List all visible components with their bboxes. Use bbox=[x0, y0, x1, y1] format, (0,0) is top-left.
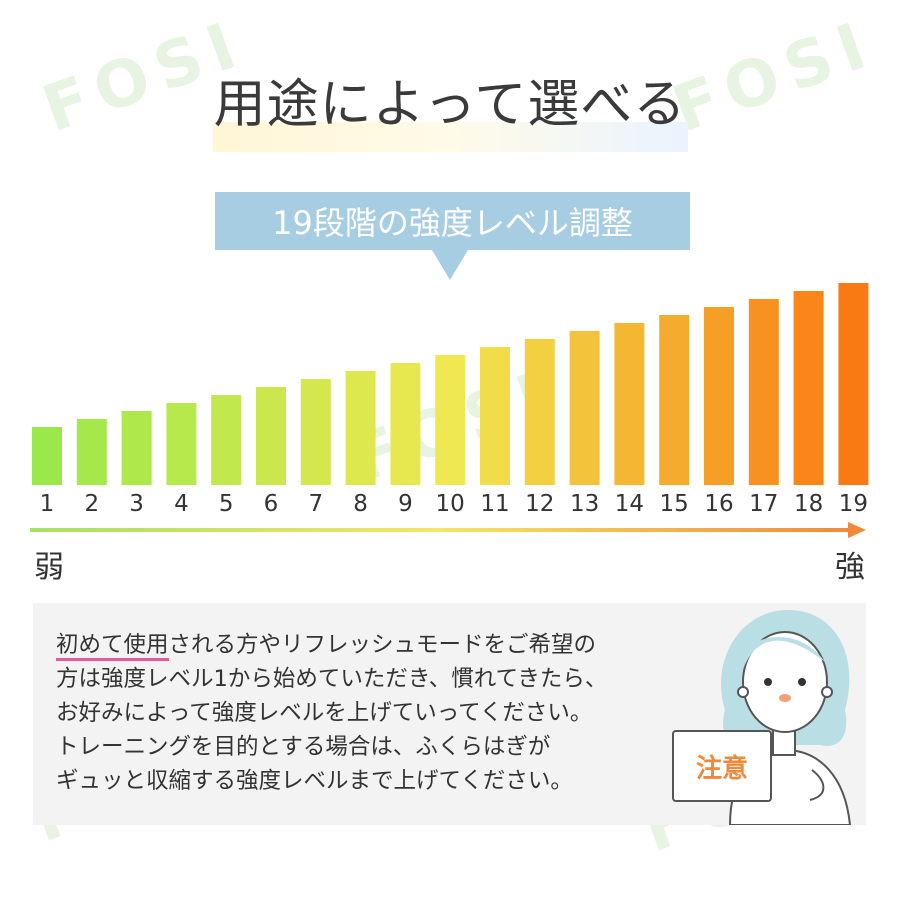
tick-label: 7 bbox=[308, 491, 323, 517]
bar-level-3 bbox=[121, 411, 152, 485]
bar-level-19 bbox=[838, 283, 869, 485]
tick-label: 6 bbox=[264, 491, 279, 517]
page-title: 用途によって選べる bbox=[213, 75, 687, 135]
bar-level-16 bbox=[704, 307, 734, 485]
note-line: 方は強度レベル1から始めていただき、慣れてきたら、 bbox=[56, 666, 608, 692]
note-line: ギュッと収縮する強度レベルまで上げてください。 bbox=[56, 768, 573, 794]
bar-level-4 bbox=[166, 403, 197, 485]
tick-label: 19 bbox=[839, 491, 868, 517]
tick-label: 8 bbox=[353, 491, 368, 517]
tick-label: 5 bbox=[219, 491, 234, 517]
bar-level-5 bbox=[211, 395, 242, 485]
note-highlight: 初めて使用 bbox=[56, 632, 169, 661]
tick-label: 15 bbox=[660, 491, 689, 517]
bar-level-14 bbox=[614, 323, 645, 485]
tick-label: 4 bbox=[174, 491, 189, 517]
tick-label: 10 bbox=[436, 491, 465, 517]
note-line: 初めて使用される方やリフレッシュモードをご希望の bbox=[56, 628, 716, 662]
tick-label: 2 bbox=[84, 491, 99, 517]
bar-level-6 bbox=[256, 387, 286, 485]
caution-sign: 注意 bbox=[672, 730, 772, 802]
heading-underline bbox=[213, 122, 688, 152]
callout-tail bbox=[432, 250, 468, 280]
caution-note-text: 初めて使用される方やリフレッシュモードをご希望の 方は強度レベル1から始めていた… bbox=[56, 628, 716, 798]
strong-label: 強 bbox=[835, 550, 865, 585]
note-line-rest: される方やリフレッシュモードをご希望の bbox=[168, 632, 597, 658]
note-line: お好みによって強度レベルを上げていってください。 bbox=[56, 700, 593, 726]
intensity-bar-chart: 1 2 3 4 5 6 7 8 9 10 11 12 13 14 15 16 17 18 19 bbox=[32, 283, 869, 517]
tick-label: 9 bbox=[398, 491, 413, 517]
tick-label: 12 bbox=[525, 491, 554, 517]
tick-label: 14 bbox=[615, 491, 644, 517]
tick-label: 16 bbox=[704, 491, 733, 517]
bar-level-12 bbox=[524, 339, 555, 485]
weak-label: 弱 bbox=[34, 550, 64, 585]
level-callout: 19段階の強度レベル調整 bbox=[215, 192, 690, 250]
arrow-head-icon bbox=[848, 522, 866, 538]
bar-level-8 bbox=[345, 371, 376, 485]
bar-level-15 bbox=[659, 315, 690, 485]
bar-level-1 bbox=[32, 427, 62, 485]
tick-label: 11 bbox=[480, 491, 509, 517]
intensity-arrow bbox=[30, 528, 850, 532]
note-line: トレーニングを目的とする場合は、ふくらはぎが bbox=[56, 734, 551, 760]
tick-label: 13 bbox=[570, 491, 599, 517]
tick-label: 1 bbox=[40, 491, 55, 517]
bar-level-11 bbox=[480, 347, 510, 485]
bar-level-17 bbox=[748, 299, 779, 485]
tick-label: 3 bbox=[129, 491, 144, 517]
bar-level-7 bbox=[300, 379, 331, 485]
tick-label: 17 bbox=[749, 491, 778, 517]
bar-level-9 bbox=[390, 363, 421, 485]
bar-level-13 bbox=[569, 331, 600, 485]
bar-level-10 bbox=[435, 355, 466, 485]
tick-label: 18 bbox=[794, 491, 823, 517]
bar-level-2 bbox=[76, 419, 107, 485]
bar-level-18 bbox=[793, 291, 824, 485]
